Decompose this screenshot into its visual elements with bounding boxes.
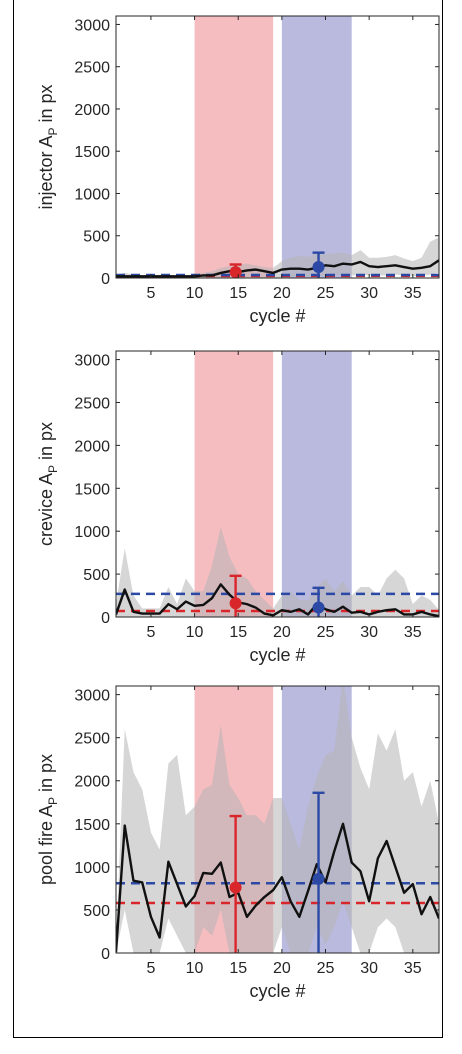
x-tick-label: 15 — [229, 624, 247, 641]
mean-series-line — [116, 583, 439, 617]
panel-2: 0 500 1000 1500 2000 2500 3000 5 10 15 20 25 30 35 cyc… — [36, 350, 440, 665]
y-axis-label: pool fire AP in px — [36, 754, 60, 885]
x-tick-label: 35 — [404, 624, 422, 641]
x-axis-label: cycle # — [249, 645, 305, 665]
red-mean-marker — [229, 881, 242, 894]
y-axis-label-main: injector A — [36, 136, 56, 210]
y-axis-label: crevice AP in px — [36, 422, 60, 546]
axes-box — [115, 15, 440, 279]
y-tick-label: 500 — [83, 903, 110, 920]
x-tick-label: 25 — [317, 285, 335, 302]
x-tick-label: 10 — [186, 285, 204, 302]
y-tick-label: 1500 — [74, 481, 110, 498]
y-tick-label: 2500 — [74, 60, 110, 77]
y-tick-label: 0 — [101, 946, 110, 963]
y-tick-label: 2500 — [74, 731, 110, 748]
highlight-band-red — [194, 16, 274, 278]
caption-text — [0, 1040, 462, 1054]
x-tick-label: 5 — [146, 285, 155, 302]
y-tick-label: 1000 — [74, 524, 110, 541]
panel-1: 0 500 1000 1500 2000 2500 3000 5 10 15 20 25 30 35 cyc… — [36, 15, 440, 326]
x-axis-label: cycle # — [249, 981, 305, 1001]
y-axis-label-unit: in px — [36, 84, 56, 127]
x-tick-label: 25 — [317, 624, 335, 641]
blue-mean-marker — [312, 872, 325, 885]
red-mean-marker — [229, 597, 242, 610]
y-tick-label: 0 — [101, 271, 110, 288]
x-tick-label: 30 — [360, 960, 378, 977]
y-tick-label: 2000 — [74, 774, 110, 791]
mean-series-line — [116, 259, 439, 278]
x-tick-label: 30 — [360, 285, 378, 302]
y-tick-label: 500 — [83, 567, 110, 584]
y-tick-label: 1500 — [74, 817, 110, 834]
x-tick-label: 20 — [273, 624, 291, 641]
plot-area — [116, 686, 439, 953]
x-tick-label: 30 — [360, 624, 378, 641]
blue-mean-marker — [312, 261, 325, 274]
y-tick-label: 2500 — [74, 395, 110, 412]
mean-series-line — [116, 822, 439, 953]
x-tick-label: 20 — [273, 960, 291, 977]
y-tick-label: 2000 — [74, 102, 110, 119]
y-tick-label: 2000 — [74, 438, 110, 455]
x-tick-label: 15 — [229, 285, 247, 302]
x-tick-label: 5 — [146, 960, 155, 977]
x-tick-label: 10 — [186, 960, 204, 977]
figure-frame — [13, 0, 443, 1038]
x-axis-label: cycle # — [249, 306, 305, 326]
plot-background — [116, 351, 439, 617]
plot-area — [116, 351, 439, 617]
spread-area — [116, 237, 439, 278]
y-axis-label-subscript: P — [46, 127, 60, 135]
x-tick-label: 5 — [146, 624, 155, 641]
y-axis-label-subscript: P — [46, 465, 60, 473]
axes-box — [115, 685, 440, 954]
x-tick-label: 35 — [404, 285, 422, 302]
x-tick-label: 15 — [229, 960, 247, 977]
x-tick-label: 35 — [404, 960, 422, 977]
axes-box — [115, 350, 440, 618]
x-tick-label: 10 — [186, 624, 204, 641]
blue-mean-marker — [312, 601, 325, 614]
y-axis-label-unit: in px — [36, 422, 56, 465]
plot-area — [116, 16, 439, 278]
y-tick-label: 0 — [101, 610, 110, 627]
y-tick-label: 3000 — [74, 353, 110, 370]
y-tick-label: 1500 — [74, 144, 110, 161]
highlight-band-blue — [281, 351, 352, 617]
y-tick-label: 1000 — [74, 186, 110, 203]
y-axis-label: injector AP in px — [36, 84, 60, 209]
plot-background — [116, 16, 439, 278]
x-tick-label: 25 — [317, 960, 335, 977]
y-axis-label-unit: in px — [36, 754, 56, 797]
y-tick-label: 3000 — [74, 688, 110, 705]
y-axis-label-subscript: P — [46, 797, 60, 805]
panel-3: 0 500 1000 1500 2000 2500 3000 5 10 15 20 25 30 35 cyc… — [36, 685, 440, 1001]
y-tick-label: 500 — [83, 229, 110, 246]
y-axis-label-main: crevice A — [36, 473, 56, 546]
red-mean-marker — [229, 266, 242, 278]
x-tick-label: 20 — [273, 285, 291, 302]
y-tick-label: 3000 — [74, 17, 110, 34]
y-axis-label-main: pool fire A — [36, 805, 56, 885]
highlight-band-blue — [281, 16, 352, 278]
y-tick-label: 1000 — [74, 860, 110, 877]
spread-area — [116, 686, 439, 953]
